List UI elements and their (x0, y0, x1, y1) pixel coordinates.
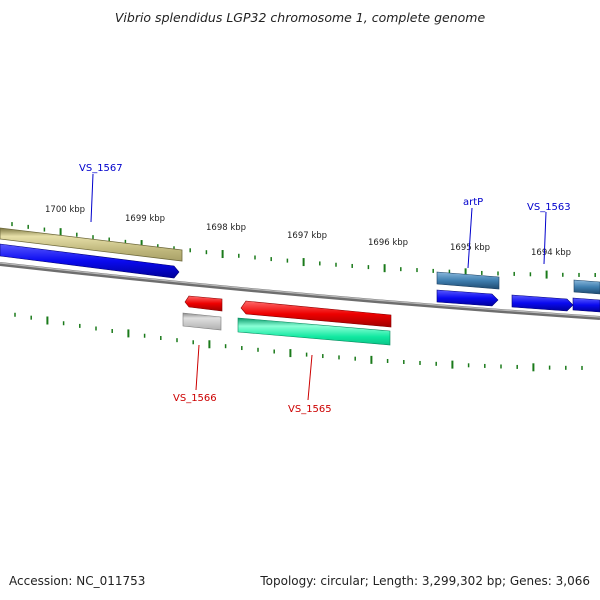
kbp-label: 1700 kbp (45, 205, 85, 215)
kbp-label: 1698 kbp (206, 223, 246, 233)
gene-vs-1567[interactable] (0, 227, 183, 279)
gene-label[interactable]: VS_1565 (288, 404, 332, 415)
leader-line (543, 211, 547, 265)
gene-label[interactable]: VS_1566 (173, 393, 217, 404)
gene-vs-1563[interactable] (511, 294, 574, 312)
leader-line (467, 207, 473, 269)
gene-vs-1565[interactable] (237, 300, 392, 346)
kbp-label: 1697 kbp (287, 231, 327, 241)
genome-backbone (0, 262, 600, 320)
gene-label[interactable]: VS_1563 (527, 202, 571, 213)
gene-right-edge[interactable] (572, 279, 600, 313)
genome-summary-text: Topology: circular; Length: 3,299,302 bp… (260, 574, 590, 588)
map-title: Vibrio splendidus LGP32 chromosome 1, co… (114, 10, 486, 25)
gene-label[interactable]: artP (463, 197, 483, 208)
gene-artp[interactable] (436, 271, 500, 307)
kbp-label: 1699 kbp (125, 214, 165, 224)
kbp-label: 1695 kbp (450, 243, 490, 253)
kbp-label: 1696 kbp (368, 238, 408, 248)
tick-marks-lower (14, 312, 583, 372)
leader-line (195, 344, 200, 391)
leader-line (307, 354, 313, 401)
leader-line (90, 173, 94, 223)
kbp-label: 1694 kbp (531, 248, 571, 258)
accession-text: Accession: NC_011753 (9, 574, 146, 588)
gene-label[interactable]: VS_1567 (79, 163, 123, 174)
gene-vs-1566[interactable] (182, 295, 223, 331)
